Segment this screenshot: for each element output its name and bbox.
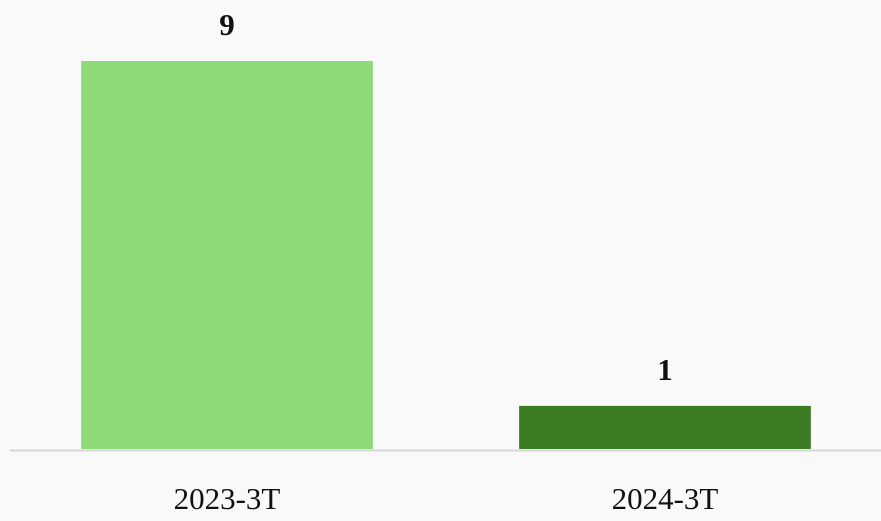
bar xyxy=(81,61,373,449)
data-label: 1 xyxy=(657,352,673,387)
x-tick-label: 2023-3T xyxy=(174,481,281,516)
bar xyxy=(519,405,811,449)
x-tick-label: 2024-3T xyxy=(612,481,719,516)
data-label: 9 xyxy=(219,7,235,42)
